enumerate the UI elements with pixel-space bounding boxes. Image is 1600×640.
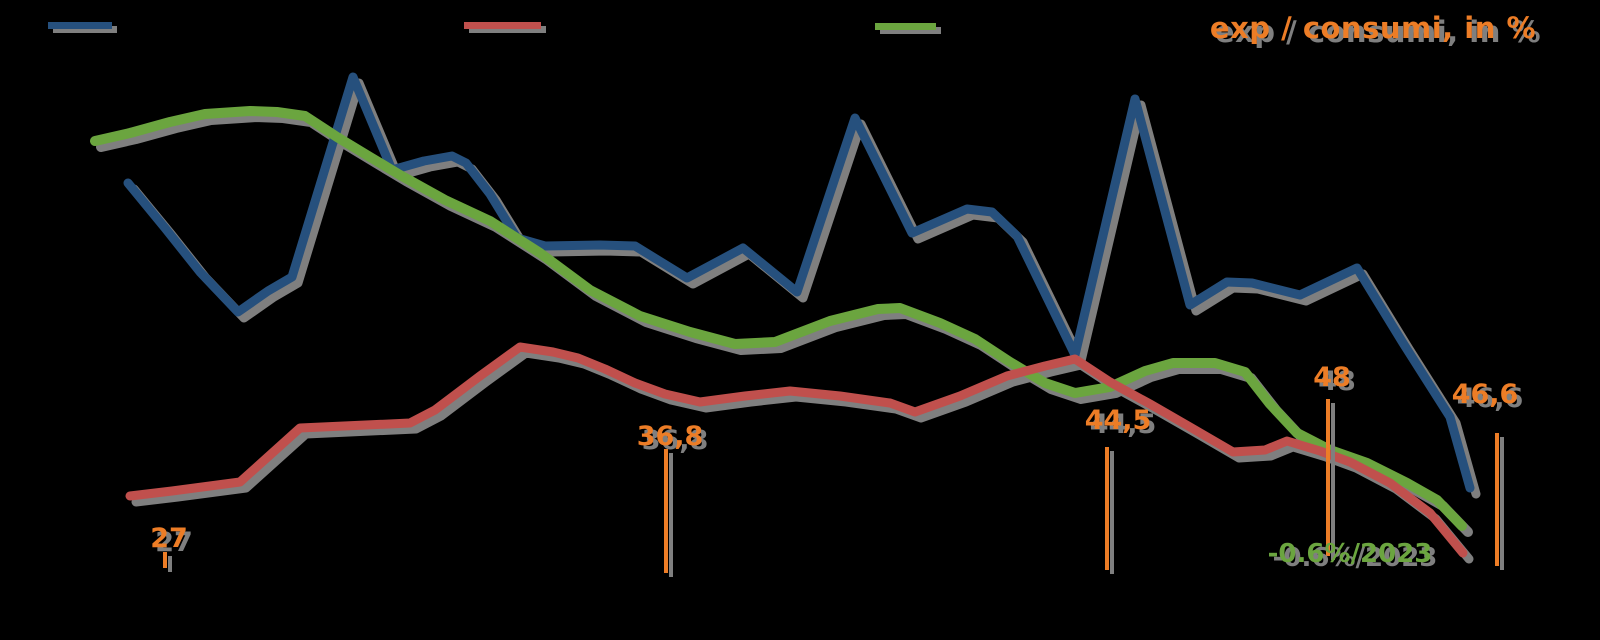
legend-swatch-red <box>464 22 541 29</box>
legend-swatch-green <box>875 23 936 30</box>
annotation-label: 44,5 <box>1085 405 1152 436</box>
annotation-label-shadow: 44,5 <box>1090 409 1157 440</box>
annotation-label: 27 <box>150 523 188 554</box>
chart-title-shadow: exp / consumi, in % <box>1215 15 1541 49</box>
chart-title: exp / consumi, in % <box>1210 11 1536 45</box>
series-red-shadow <box>131 348 1474 564</box>
series-red-line <box>125 342 1468 558</box>
annotation-label-shadow: 36,8 <box>642 425 709 456</box>
series-layer <box>90 72 1475 558</box>
annotation-label: 46,6 <box>1452 379 1519 410</box>
legend-swatch-blue <box>48 22 112 29</box>
annotation-label: 36,8 <box>637 421 704 452</box>
series-green-line <box>90 106 1467 531</box>
series-blue-shadow <box>129 78 1481 499</box>
chart-note: -0.6%/2023 <box>1268 539 1433 569</box>
legend <box>48 22 941 34</box>
annotation-label-shadow: 27 <box>155 527 193 558</box>
series-blue-line <box>123 72 1475 493</box>
legend-swatch-green-shadow <box>880 27 941 34</box>
annotation-label: 48 <box>1313 362 1351 393</box>
annotation-label-shadow: 46,6 <box>1457 383 1524 414</box>
legend-swatch-blue-shadow <box>53 26 117 33</box>
chart-note-shadow: -0.6%/2023 <box>1273 543 1438 573</box>
legend-swatch-red-shadow <box>469 26 546 33</box>
annotation-label-shadow: 48 <box>1318 366 1356 397</box>
